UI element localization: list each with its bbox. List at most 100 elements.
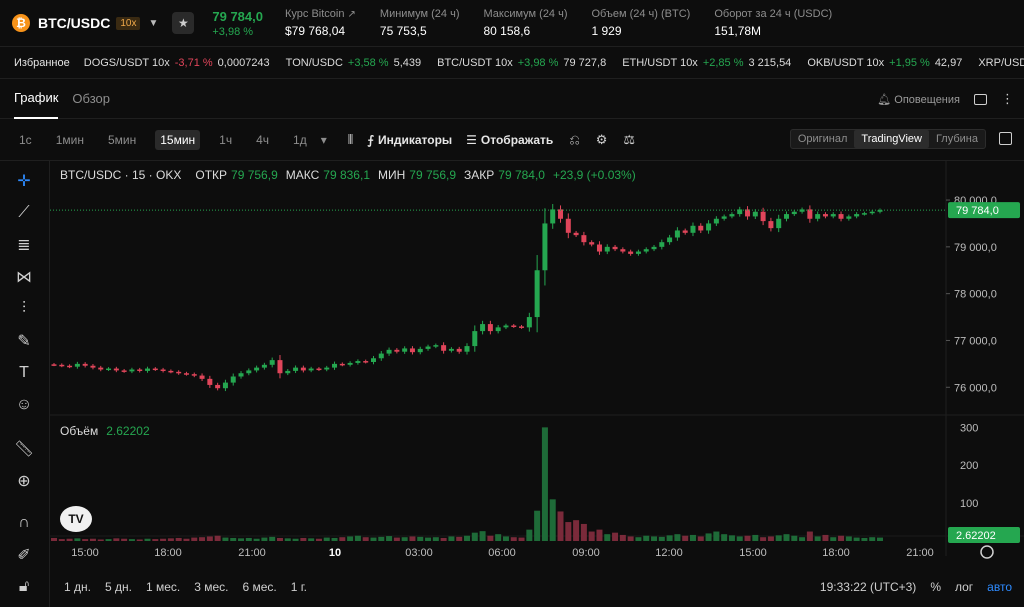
volume-tag-bg — [948, 527, 1020, 543]
x-tick-label: 18:00 — [154, 547, 182, 559]
view-option-0[interactable]: Оригинал — [797, 133, 848, 145]
axis-settings-icon — [980, 545, 994, 559]
alerts-button[interactable]: 🔔︎ Оповещения — [877, 93, 960, 106]
auto-toggle[interactable]: авто — [987, 579, 1012, 594]
candle-body — [752, 211, 758, 217]
candle-body — [690, 225, 696, 233]
favorites-label[interactable]: Избранное — [14, 56, 70, 69]
candle-body — [441, 345, 447, 351]
bitcoin-icon: ₿ — [12, 14, 30, 32]
volume-bar — [830, 537, 837, 541]
candle-type-icon[interactable]: ⫴ — [347, 131, 354, 147]
fib-lines-icon[interactable]: ≣ — [17, 237, 31, 254]
candle-body — [698, 225, 704, 231]
volume-bar — [736, 536, 743, 541]
undo-icon[interactable]: ⎌ — [569, 131, 580, 147]
percent-toggle[interactable]: % — [930, 579, 941, 594]
candle-body — [168, 370, 174, 373]
ticker-item[interactable]: OKB/USDT 10x +1,95 % 42,97 — [807, 57, 962, 69]
range-1[interactable]: 5 дн. — [104, 579, 132, 594]
range-3[interactable]: 3 мес. — [194, 579, 229, 594]
ticker-item[interactable]: DOGS/USDT 10x -3,71 % 0,0007243 — [84, 57, 270, 69]
more-icon[interactable]: ⋮ — [1001, 91, 1014, 106]
indicators-icon: ⨍ — [367, 132, 374, 147]
tab-chart[interactable]: График — [14, 79, 59, 119]
gear-icon[interactable]: ⚙ — [595, 131, 608, 147]
layout-icon[interactable] — [974, 93, 987, 105]
text-icon[interactable]: T — [19, 364, 29, 381]
chart-area[interactable]: 76 000,0 77 000,0 78 000,0 79 000,0 80 000,0… — [50, 161, 1024, 607]
display-button[interactable]: ☰ Отображать — [466, 133, 553, 147]
volume-bar — [526, 529, 533, 541]
candle-body — [394, 349, 400, 352]
fullscreen-icon[interactable] — [999, 132, 1012, 145]
lock-icon[interactable]: 🔓︎ — [18, 578, 30, 595]
log-toggle[interactable]: лог — [954, 579, 974, 594]
volume-bar — [713, 531, 720, 541]
view-option-1[interactable]: TradingView — [854, 130, 929, 148]
candle-body — [667, 237, 673, 243]
timeframe-4[interactable]: 1ч — [219, 132, 233, 147]
candle-body — [706, 223, 712, 231]
volume-bar — [121, 538, 128, 541]
timeframe-1[interactable]: 1мин — [55, 132, 84, 147]
volume-bar — [744, 535, 751, 541]
candle-body — [565, 218, 571, 233]
ticker-item[interactable]: ETH/USDT 10x +2,85 % 3 215,54 — [622, 57, 791, 69]
view-option-2[interactable]: Глубина — [935, 133, 978, 145]
candle-body — [370, 358, 376, 362]
timeframe-dropdown[interactable]: ▾ — [320, 132, 327, 147]
crosshair-icon[interactable]: ✛ — [17, 173, 31, 190]
candle-body — [854, 214, 860, 217]
star-icon[interactable]: ★ — [172, 12, 195, 34]
magnet-icon[interactable]: ∩ — [18, 514, 30, 531]
candle-body — [573, 232, 579, 236]
stat-index-price: Курс Bitcoin ↗ $79 768,04 — [285, 8, 356, 38]
pair-title[interactable]: BTC/USDC — [38, 15, 111, 31]
volume-bar — [869, 537, 876, 541]
candle-body — [176, 371, 182, 374]
chevron-down-icon[interactable]: ▼ — [148, 17, 159, 29]
measure-lines-icon[interactable]: ⫶ — [21, 300, 26, 317]
tab-overview[interactable]: Обзор — [72, 91, 110, 106]
indicators-button[interactable]: ⨍ Индикаторы — [367, 133, 452, 147]
candle-body — [409, 348, 415, 353]
volume-bar — [635, 537, 642, 541]
clock[interactable]: 19:33:22 (UTC+3) — [819, 579, 917, 594]
ticker-change: -3,71 % — [174, 56, 213, 69]
volume-tick-label: 100 — [960, 498, 978, 510]
stat-label: Курс Bitcoin — [284, 8, 345, 20]
range-5[interactable]: 1 г. — [290, 579, 308, 594]
stat-low-24h: Минимум (24 ч) 75 753,5 — [380, 8, 460, 38]
lock-drawing-icon[interactable]: ✐ — [17, 547, 31, 564]
external-link-icon[interactable]: ↗ — [347, 9, 356, 20]
range-2[interactable]: 1 мес. — [145, 579, 181, 594]
trendline-icon[interactable]: ⟋ — [18, 204, 30, 221]
zoom-icon[interactable]: ⊕ — [17, 473, 31, 490]
ruler-icon[interactable]: 📏︎ — [13, 441, 35, 458]
timeframe-5[interactable]: 4ч — [256, 132, 270, 147]
candle-body — [861, 213, 867, 215]
ticker-item[interactable]: XRP/USDT — [978, 57, 1024, 69]
x-tick-label: 09:00 — [572, 547, 600, 559]
stat-value: 151,78M — [714, 24, 762, 38]
ticker-item[interactable]: TON/USDC +3,58 % 5,439 — [286, 57, 421, 69]
last-price: 79 784,0 — [212, 8, 263, 24]
tradingview-logo[interactable]: TV — [60, 506, 92, 532]
candle-body — [737, 209, 743, 215]
timeframe-2[interactable]: 5мин — [107, 132, 137, 147]
balance-icon[interactable]: ⚖ — [623, 131, 636, 147]
range-0[interactable]: 1 дн. — [64, 579, 91, 594]
timeframe-0[interactable]: 1с — [19, 132, 32, 147]
emoji-icon[interactable]: ☺ — [15, 396, 33, 413]
ticker-item[interactable]: BTC/USDT 10x +3,98 % 79 727,8 — [437, 57, 606, 69]
brush-icon[interactable]: ✎ — [17, 333, 31, 350]
timeframe-3[interactable]: 15мин — [155, 129, 201, 150]
stat-value: $79 768,04 — [284, 24, 346, 38]
volume-bar — [495, 534, 502, 541]
pattern-icon[interactable]: ⋈ — [16, 269, 32, 286]
price-chart[interactable]: 76 000,077 000,078 000,079 000,080 000,0… — [50, 161, 1024, 607]
range-4[interactable]: 6 мес. — [242, 579, 277, 594]
timeframe-6[interactable]: 1д — [293, 132, 307, 147]
candle-body — [106, 368, 112, 371]
